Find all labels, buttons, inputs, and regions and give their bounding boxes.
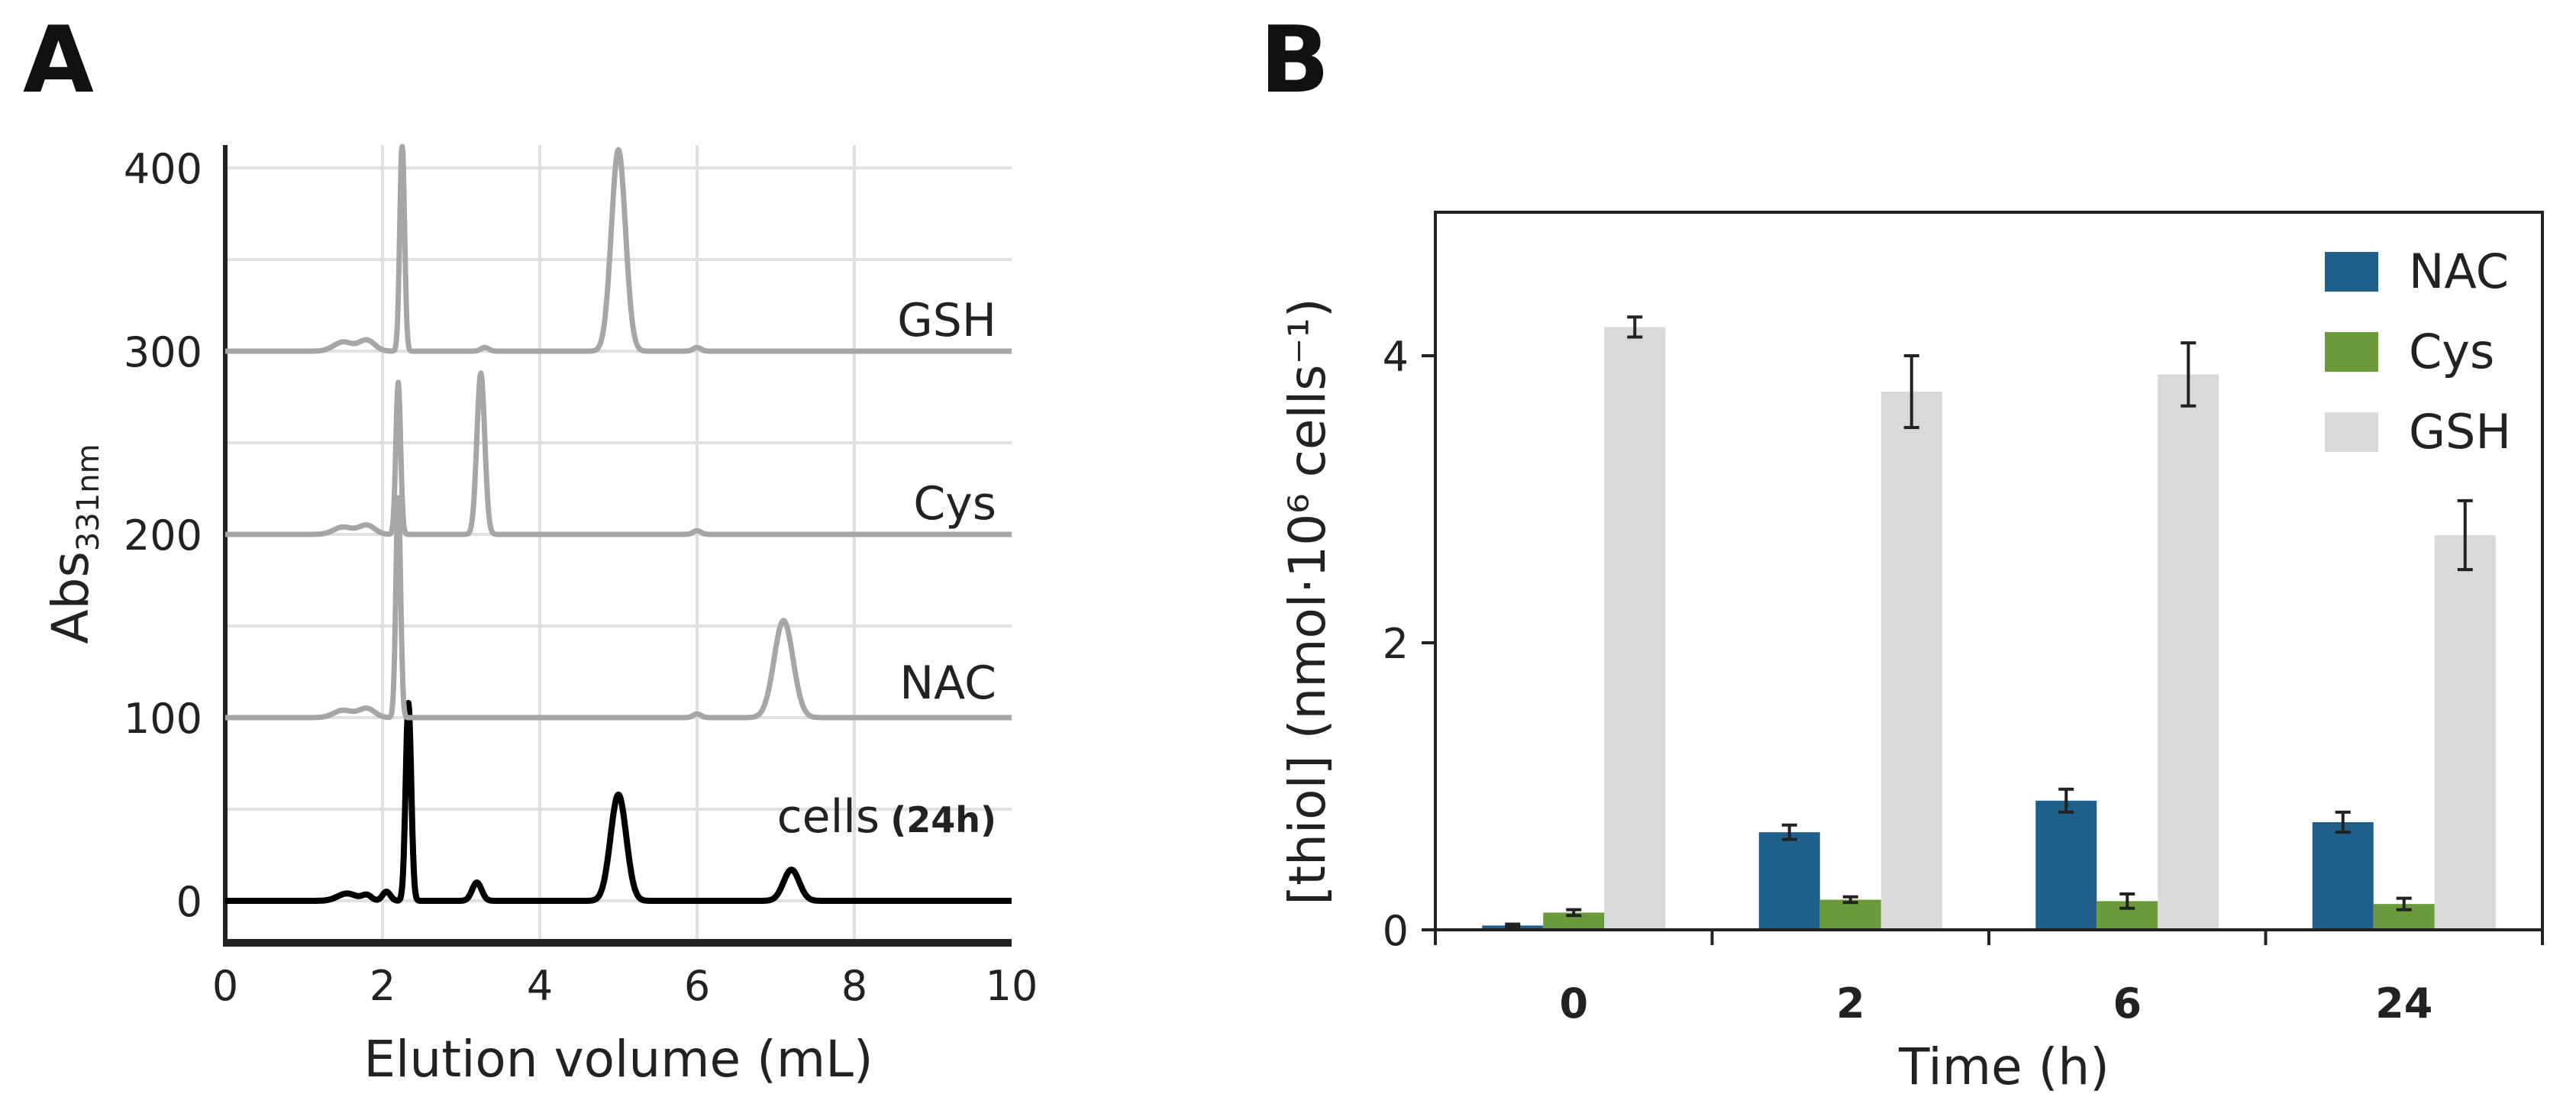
y-tick-label: 400 <box>124 145 202 193</box>
trace-label-main: Cys <box>913 477 996 531</box>
y-tick-label: 4 <box>1383 333 1409 381</box>
x-axis-title: Elution volume (mL) <box>363 1030 873 1089</box>
bar-gsh-6h <box>2158 374 2219 930</box>
legend-swatch-gsh <box>2325 412 2378 452</box>
x-tick-label: 0 <box>212 962 238 1010</box>
x-tick-label: 6 <box>2113 979 2142 1028</box>
y-tick-label: 300 <box>124 328 202 376</box>
y-tick-label: 100 <box>124 695 202 743</box>
bar-nac-6h <box>2035 800 2097 930</box>
y-tick-label: 0 <box>176 878 202 926</box>
y-axis-title-main: Abs <box>41 551 100 644</box>
panel-a-letter: A <box>23 8 94 114</box>
y-axis-title-subscript: 331nm <box>71 444 106 551</box>
bar-gsh-24h <box>2434 535 2496 930</box>
legend-swatch-nac <box>2325 252 2378 292</box>
trace-label-nac: NAC <box>899 657 996 710</box>
bar-cys-0h <box>1543 912 1605 930</box>
trace-label-main: GSH <box>897 294 996 347</box>
y-tick-label: 2 <box>1383 620 1409 668</box>
trace-label-sub: (24h) <box>890 799 996 841</box>
trace-nac <box>223 495 1014 721</box>
plot-frame <box>1434 211 2544 931</box>
trace-cys <box>223 370 1014 537</box>
legend-label-nac: NAC <box>2409 244 2509 299</box>
trace-label-gsh: GSH <box>897 294 996 347</box>
x-tick-label: 8 <box>841 962 867 1010</box>
panel-b-letter: B <box>1260 8 1329 114</box>
trace-label-cells: cells (24h) <box>777 790 996 844</box>
x-tick-label: 2 <box>370 962 395 1010</box>
trace-label-main: NAC <box>899 657 996 710</box>
bar-gsh-2h <box>1880 392 1942 930</box>
legend-swatch-cys <box>2325 332 2378 372</box>
x-tick-label: 6 <box>684 962 710 1010</box>
x-tick-label: 24 <box>2375 979 2432 1028</box>
y-tick-label: 0 <box>1383 907 1409 955</box>
bar-nac-2h <box>1758 832 1820 930</box>
x-tick-label: 10 <box>986 962 1038 1010</box>
x-tick-label: 4 <box>527 962 553 1010</box>
trace-label-cys: Cys <box>913 477 996 531</box>
legend-label-gsh: GSH <box>2409 404 2511 460</box>
x-axis-title: Time (h) <box>1898 1037 2110 1096</box>
trace-label-main: cells <box>777 790 880 844</box>
bar-cys-2h <box>1819 899 1881 930</box>
x-tick-label: 2 <box>1836 979 1865 1028</box>
y-tick-label: 200 <box>124 511 202 560</box>
bar-gsh-0h <box>1604 327 1666 930</box>
trace-gsh <box>223 144 1014 354</box>
y-axis-title: Abs331nm <box>41 444 106 644</box>
y-axis-title: [thiol] (nmol·10⁶ cells⁻¹) <box>1278 298 1337 905</box>
legend-label-cys: Cys <box>2409 324 2494 379</box>
bar-nac-24h <box>2312 822 2374 930</box>
trace-cells <box>223 699 1014 904</box>
x-tick-label: 0 <box>1559 979 1588 1028</box>
